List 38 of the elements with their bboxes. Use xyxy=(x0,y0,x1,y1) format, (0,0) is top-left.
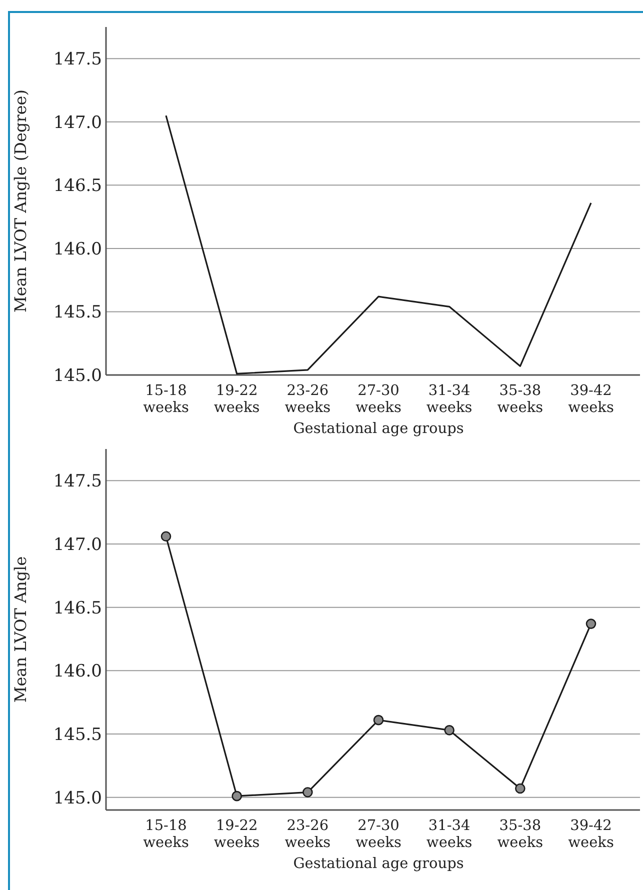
point xyxy=(586,618,596,629)
point xyxy=(373,714,384,726)
x-tick-label: 23-26 weeks xyxy=(284,818,331,851)
x-tick-label: 31-34 weeks xyxy=(426,383,472,416)
x-tick-label: 15-18 weeks xyxy=(143,818,189,851)
y-tick-label: 145.0 xyxy=(53,366,102,386)
x-tick-label: 15-18 weeks xyxy=(143,383,189,416)
y-axis-title: Mean LVOT Angle (Degree) xyxy=(11,89,30,313)
y-tick-label: 145.5 xyxy=(53,724,102,745)
x-tick-label: 27-30 weeks xyxy=(356,818,402,851)
x-tick-label: 19-22 weeks xyxy=(214,383,260,416)
point xyxy=(515,783,526,794)
point xyxy=(232,790,242,802)
point xyxy=(444,725,454,736)
x-tick-label: 35-38 weeks xyxy=(497,383,544,416)
point xyxy=(160,531,172,542)
x-tick-label: 35-38 weeks xyxy=(497,818,544,851)
y-tick-label: 145.5 xyxy=(53,302,102,323)
y-tick-label: 147.0 xyxy=(53,534,102,555)
y-tick-label: 147.5 xyxy=(53,472,102,492)
y-tick-label: 146.0 xyxy=(53,239,102,260)
x-tick-label: 39-42 weeks xyxy=(568,818,614,851)
x-tick-label: 23-26 weeks xyxy=(284,383,331,416)
x-tick-label: 39-42 weeks xyxy=(568,383,614,416)
x-tick-label: 31-34 weeks xyxy=(426,818,472,851)
x-axis-title: Gestational age groups xyxy=(293,421,464,437)
y-tick-label: 145.0 xyxy=(53,788,102,808)
y-tick-label: 146.5 xyxy=(53,598,102,618)
y-axis-title: Mean LVOT Angle xyxy=(11,556,30,703)
x-tick-label: 27-30 weeks xyxy=(356,383,402,416)
x-axis-title: Gestational age groups xyxy=(293,856,464,872)
x-tick-label: 19-22 weeks xyxy=(214,818,260,851)
y-tick-label: 146.5 xyxy=(53,176,102,196)
y-tick-label: 146.0 xyxy=(53,662,102,682)
y-tick-label: 147.5 xyxy=(53,50,102,70)
y-tick-label: 147.0 xyxy=(53,112,102,133)
line-series xyxy=(165,114,592,375)
point xyxy=(302,787,313,798)
